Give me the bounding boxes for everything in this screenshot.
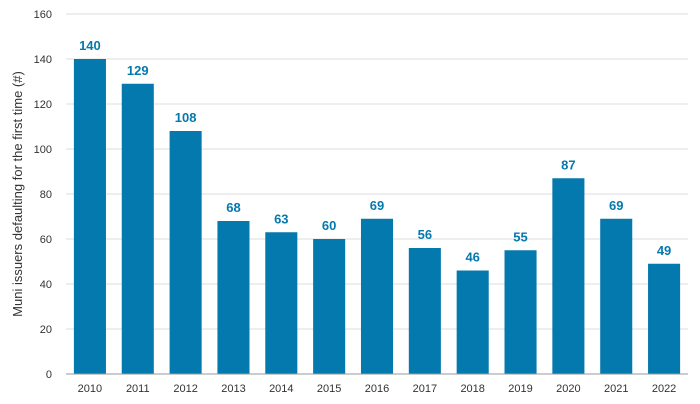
data-label: 55 (513, 229, 527, 244)
y-axis-ticks: 0 20 40 60 80 100 120 140 160 (34, 9, 52, 381)
x-tick-label: 2017 (413, 383, 437, 395)
y-axis-title: Muni issuers defaulting for the first ti… (10, 71, 25, 317)
y-tick-label: 160 (34, 9, 52, 21)
y-tick-label: 0 (46, 369, 52, 381)
y-tick-label: 80 (40, 189, 52, 201)
y-tick-label: 20 (40, 324, 52, 336)
x-tick-label: 2020 (556, 383, 580, 395)
x-tick-label: 2018 (460, 383, 484, 395)
data-label: 108 (175, 110, 197, 125)
x-tick-label: 2016 (365, 383, 389, 395)
data-label: 129 (127, 63, 149, 78)
x-tick-label: 2015 (317, 383, 341, 395)
x-axis-ticks: 2010 2011 2012 2013 2014 2015 2016 2017 2018 2019… (78, 383, 677, 395)
data-label: 60 (322, 218, 336, 233)
x-tick-label: 2013 (221, 383, 245, 395)
y-tick-label: 40 (40, 279, 52, 291)
data-label: 69 (609, 198, 623, 213)
bar (456, 270, 489, 374)
y-tick-label: 120 (34, 99, 52, 111)
bar (408, 248, 441, 374)
bar (600, 218, 633, 374)
data-labels: 140 129 108 68 63 60 69 56 46 55 87 69 49 (79, 38, 671, 265)
y-tick-label: 60 (40, 234, 52, 246)
x-tick-label: 2010 (78, 383, 102, 395)
y-tick-label: 100 (34, 144, 52, 156)
data-label: 63 (274, 211, 288, 226)
bar (73, 59, 106, 374)
data-label: 68 (226, 200, 240, 215)
x-tick-label: 2022 (652, 383, 676, 395)
bar (313, 239, 346, 374)
bar (169, 131, 202, 374)
x-tick-label: 2014 (269, 383, 293, 395)
bar (360, 218, 394, 374)
data-label: 46 (465, 250, 479, 265)
bar (648, 263, 681, 374)
x-tick-label: 2021 (604, 383, 628, 395)
data-label: 87 (561, 157, 575, 172)
bar (552, 178, 585, 374)
x-tick-label: 2011 (126, 383, 150, 395)
y-tick-label: 140 (34, 54, 52, 66)
bar (121, 83, 154, 374)
bars (73, 59, 681, 374)
data-label: 140 (79, 38, 101, 53)
bar (217, 221, 250, 374)
x-tick-label: 2019 (508, 383, 532, 395)
x-tick-label: 2012 (173, 383, 197, 395)
data-label: 69 (370, 198, 384, 213)
data-label: 49 (657, 243, 671, 258)
bar (504, 250, 537, 374)
bar (265, 232, 298, 374)
data-label: 56 (418, 227, 432, 242)
